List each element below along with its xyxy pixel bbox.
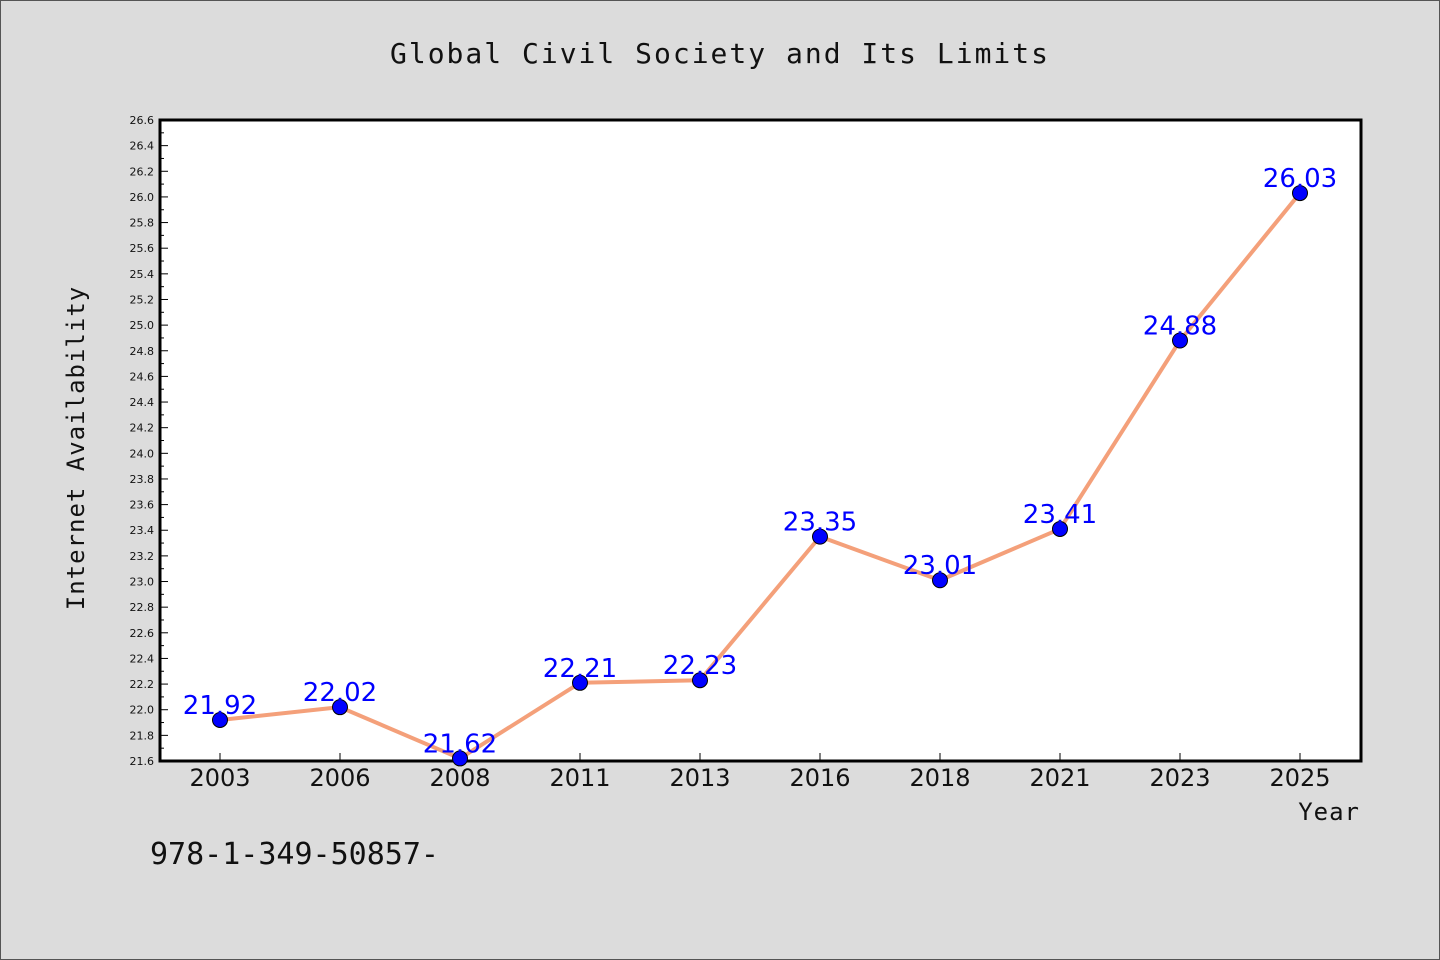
x-axis-label: Year xyxy=(1298,798,1360,826)
data-point xyxy=(1292,185,1308,202)
data-labels: 21.92 22.02 21.62 22.21 22.23 23.35 23.01 23.41… xyxy=(183,164,1337,759)
y-tick-label: 23.8 xyxy=(130,473,155,486)
y-tick-label: 25.4 xyxy=(130,268,155,281)
x-tick-label: 2013 xyxy=(669,764,730,792)
data-label: 22.02 xyxy=(303,678,377,708)
x-tick-label: 2003 xyxy=(189,764,250,792)
x-tick-label: 2023 xyxy=(1149,764,1210,792)
y-tick-label: 23.6 xyxy=(130,499,155,512)
data-label: 21.92 xyxy=(183,691,257,721)
data-point xyxy=(572,674,588,691)
y-tick-label: 25.8 xyxy=(130,217,155,230)
y-tick-label: 24.8 xyxy=(130,345,155,358)
y-tick-label: 26.0 xyxy=(130,191,155,204)
y-tick-label: 21.8 xyxy=(130,729,155,742)
y-tick-label: 24.2 xyxy=(130,422,155,435)
y-tick-label: 22.2 xyxy=(130,678,155,691)
x-tick-label: 2008 xyxy=(429,764,490,792)
y-tick-label: 22.6 xyxy=(130,627,155,640)
y-tick-label: 24.6 xyxy=(130,370,155,383)
footer-text: 978-1-349-50857- xyxy=(150,837,439,872)
series-line xyxy=(218,191,1302,761)
data-label: 23.35 xyxy=(783,508,857,538)
y-tick-label: 22.4 xyxy=(130,652,155,665)
data-point xyxy=(212,711,228,728)
x-tick-label: 2025 xyxy=(1269,764,1330,792)
y-tick-label: 21.6 xyxy=(130,755,155,768)
data-point xyxy=(812,528,828,545)
x-axis: 2003 2006 2008 2011 2013 2016 2018 2021 2023 2025 xyxy=(189,753,1331,792)
y-axis: 21.6 21.8 22.0 22.2 22.4 22.6 22.8 23.0 23.2 23.4… xyxy=(130,114,168,768)
x-tick-label: 2016 xyxy=(789,764,850,792)
data-point xyxy=(692,672,708,689)
data-point xyxy=(932,572,948,589)
y-tick-label: 25.2 xyxy=(130,293,155,306)
y-tick-label: 22.8 xyxy=(130,601,155,614)
y-tick-label: 24.0 xyxy=(130,447,155,460)
y-axis-label: Internet Availability xyxy=(62,286,90,610)
data-label: 23.01 xyxy=(903,551,977,581)
y-tick-label: 25.0 xyxy=(130,319,155,332)
y-tick-label: 23.4 xyxy=(130,524,155,537)
data-label: 22.21 xyxy=(543,654,617,684)
data-label: 24.88 xyxy=(1143,312,1217,342)
y-tick-label: 23.0 xyxy=(130,576,155,589)
y-tick-label: 24.4 xyxy=(130,396,155,409)
data-label: 21.62 xyxy=(423,729,497,759)
data-series xyxy=(212,185,1308,767)
chart-title: Global Civil Society and Its Limits xyxy=(390,37,1050,70)
y-tick-label: 22.0 xyxy=(130,704,155,717)
data-label: 22.23 xyxy=(663,651,737,681)
y-tick-label: 26.2 xyxy=(130,165,155,178)
y-tick-label: 23.2 xyxy=(130,550,155,563)
x-tick-label: 2011 xyxy=(549,764,610,792)
data-point xyxy=(452,750,468,767)
plot-area xyxy=(158,118,1363,763)
data-label: 26.03 xyxy=(1263,164,1337,194)
x-tick-label: 2006 xyxy=(309,764,370,792)
data-point xyxy=(1052,520,1068,537)
x-tick-label: 2021 xyxy=(1029,764,1090,792)
data-point xyxy=(1172,332,1188,349)
x-tick-label: 2018 xyxy=(909,764,970,792)
y-tick-label: 26.6 xyxy=(130,114,155,127)
data-point xyxy=(332,699,348,716)
y-tick-label: 25.6 xyxy=(130,242,155,255)
data-label: 23.41 xyxy=(1023,500,1097,530)
y-tick-label: 26.4 xyxy=(130,140,155,153)
